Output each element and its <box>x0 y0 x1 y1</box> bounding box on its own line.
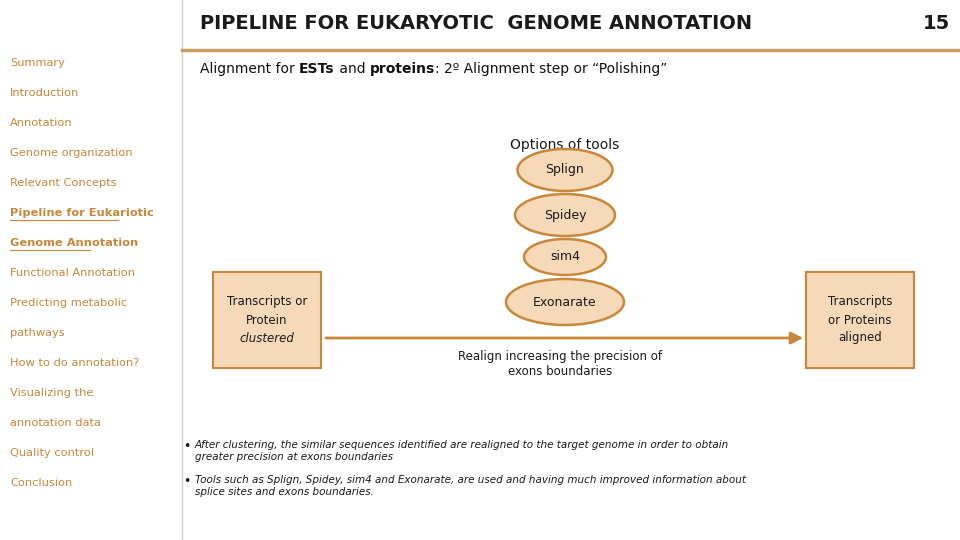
Ellipse shape <box>515 194 615 236</box>
Text: After clustering, the similar sequences identified are realigned to the target g: After clustering, the similar sequences … <box>195 440 730 462</box>
Text: Alignment for: Alignment for <box>200 62 300 76</box>
Text: Spidey: Spidey <box>543 208 587 221</box>
Text: or Proteins: or Proteins <box>828 314 892 327</box>
Ellipse shape <box>506 279 624 325</box>
Text: annotation data: annotation data <box>10 418 101 428</box>
Text: pathways: pathways <box>10 328 64 338</box>
Text: Introduction: Introduction <box>10 88 80 98</box>
Text: Transcripts or: Transcripts or <box>227 295 307 308</box>
Text: aligned: aligned <box>838 332 882 345</box>
Text: Exonarate: Exonarate <box>533 295 597 308</box>
Text: Splign: Splign <box>545 164 585 177</box>
Text: PIPELINE FOR EUKARYOTIC  GENOME ANNOTATION: PIPELINE FOR EUKARYOTIC GENOME ANNOTATIO… <box>200 14 752 33</box>
Text: Visualizing the: Visualizing the <box>10 388 93 398</box>
Text: 15: 15 <box>923 14 950 33</box>
FancyBboxPatch shape <box>213 272 321 368</box>
Text: clustered: clustered <box>240 332 295 345</box>
Text: •: • <box>183 440 190 453</box>
Text: •: • <box>183 475 190 488</box>
Text: Genome organization: Genome organization <box>10 148 132 158</box>
Text: Relevant Concepts: Relevant Concepts <box>10 178 116 188</box>
Text: Realign increasing the precision of
exons boundaries: Realign increasing the precision of exon… <box>458 350 662 378</box>
Text: Protein: Protein <box>247 314 288 327</box>
Text: Tools such as Splign, Spidey, sim4 and Exonarate, are used and having much impro: Tools such as Splign, Spidey, sim4 and E… <box>195 475 746 497</box>
Text: How to do annotation?: How to do annotation? <box>10 358 139 368</box>
Text: Conclusion: Conclusion <box>10 478 72 488</box>
FancyBboxPatch shape <box>806 272 914 368</box>
Text: Options of tools: Options of tools <box>511 138 619 152</box>
Text: and: and <box>335 62 370 76</box>
Text: proteins: proteins <box>370 62 435 76</box>
Ellipse shape <box>524 239 606 275</box>
Text: Functional Annotation: Functional Annotation <box>10 268 135 278</box>
Text: : 2º Alignment step or “Polishing”: : 2º Alignment step or “Polishing” <box>435 62 667 76</box>
Ellipse shape <box>517 149 612 191</box>
Text: Predicting metabolic: Predicting metabolic <box>10 298 127 308</box>
Text: ESTs: ESTs <box>300 62 335 76</box>
Text: sim4: sim4 <box>550 251 580 264</box>
Text: Pipeline for Eukariotic: Pipeline for Eukariotic <box>10 208 154 218</box>
Text: Annotation: Annotation <box>10 118 73 128</box>
Text: Quality control: Quality control <box>10 448 94 458</box>
Text: Summary: Summary <box>10 58 65 68</box>
Text: Transcripts: Transcripts <box>828 295 892 308</box>
Text: Genome Annotation: Genome Annotation <box>10 238 138 248</box>
